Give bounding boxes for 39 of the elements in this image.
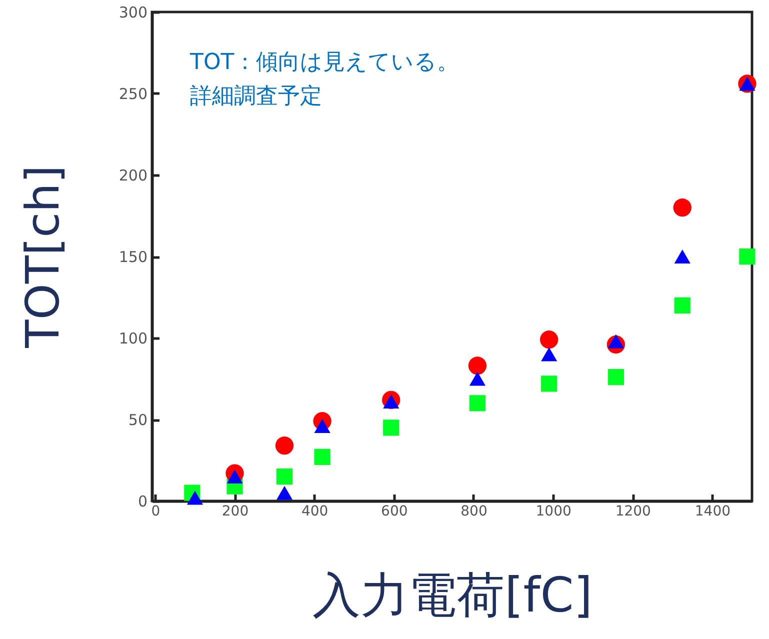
x-axis-title: 入力電荷[fC] [312,568,592,624]
point [226,470,243,484]
point [541,347,558,362]
y-tick-label: 300 [118,4,148,22]
x-tick-label: 200 [222,504,249,520]
x-tick-label: 1000 [536,504,572,520]
point [541,376,558,392]
y-tick-label: 200 [118,166,148,184]
point [276,486,293,500]
point [186,490,204,505]
point [608,334,624,348]
annotation: 詳細調査予定 [190,84,322,109]
point [469,395,486,412]
point [383,420,400,436]
point [276,468,293,485]
point [314,419,330,433]
annotation: TOT：傾向は見えている。 [189,50,460,75]
point [383,394,400,409]
x-tick-label: 1400 [694,504,731,520]
y-axis-title: TOT[ch] [16,165,70,349]
point [540,330,558,349]
x-tick-label: 600 [381,504,408,520]
point [468,356,487,375]
point [275,436,294,455]
point [674,297,690,314]
point [314,448,330,466]
x-tick-label: 800 [460,504,488,520]
point [608,369,624,386]
y-tick-label: 100 [118,330,148,348]
x-tick-label: 1200 [615,504,651,520]
y-tick-label: 150 [118,248,148,266]
point [674,250,690,264]
y-tick-label: 50 [128,411,148,429]
x-tick-label: 400 [301,504,328,520]
y-tick-label: 250 [118,85,148,103]
point [469,372,486,386]
x-tick-label: 0 [151,504,160,520]
point [673,198,692,217]
point [739,248,756,265]
